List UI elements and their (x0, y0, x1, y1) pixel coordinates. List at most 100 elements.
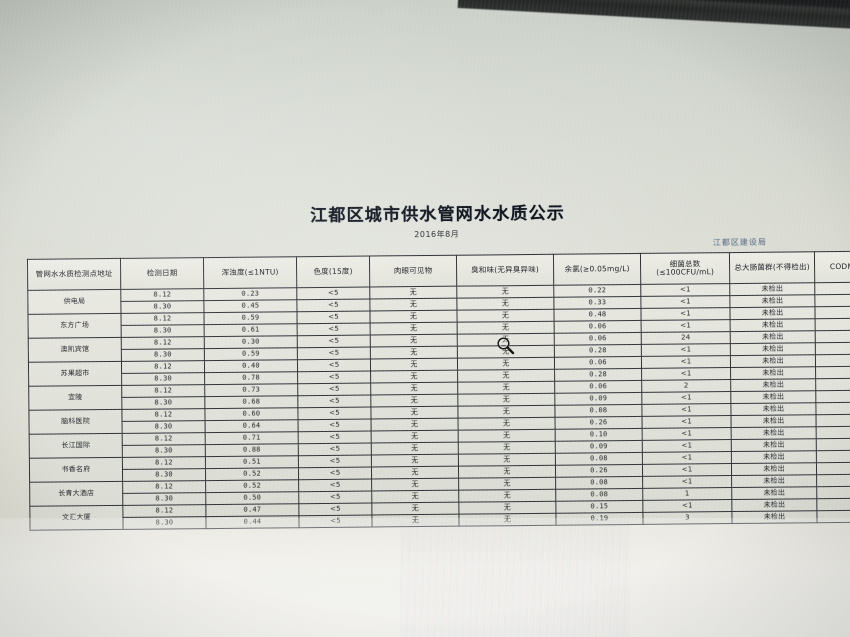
cell-turbidity: 0.59 (204, 347, 298, 361)
cell-address: 长江国际 (29, 433, 123, 459)
cell-total-coliform: 未检出 (729, 294, 815, 308)
cell-address: 东方广场 (27, 313, 122, 339)
cell-date: 8.12 (122, 504, 206, 518)
cell-date: 8.12 (122, 432, 206, 446)
cell-odor-taste: 无 (458, 465, 556, 479)
cell-total-coliform: 未检出 (730, 366, 816, 380)
cell-codmn: 1.2 (816, 461, 850, 475)
cell-odor-taste: 无 (458, 477, 556, 491)
cell-address: 苏果超市 (28, 361, 122, 387)
cell-bacteria-count: <1 (640, 295, 730, 309)
cell-residual-chlorine: 0.09 (555, 440, 643, 454)
cell-residual-chlorine: 0.06 (554, 332, 642, 346)
column-header-codmn: CODMn(≤3mg/L) (814, 250, 850, 283)
cell-odor-taste: 无 (458, 417, 556, 431)
cell-visible-matter: 无 (370, 346, 458, 360)
cell-codmn: 1.5 (815, 365, 850, 379)
cell-odor-taste: 无 (458, 453, 556, 467)
cell-codmn: 1.1 (815, 329, 850, 343)
cell-codmn: 1.4 (816, 509, 850, 523)
cell-odor-taste: 无 (458, 501, 556, 515)
cell-residual-chlorine: 0.08 (555, 488, 643, 502)
cell-turbidity: 0.30 (204, 335, 298, 349)
cell-codmn: 1.5 (816, 437, 850, 451)
cell-chroma: <5 (296, 287, 370, 300)
cell-total-coliform: 未检出 (730, 414, 817, 428)
cell-total-coliform: 未检出 (729, 282, 815, 296)
cell-bacteria-count: <1 (642, 463, 732, 477)
cell-address: 长青大酒店 (29, 481, 123, 507)
cell-residual-chlorine: 0.19 (555, 512, 644, 526)
cell-visible-matter: 无 (370, 394, 458, 408)
cell-date: 8.12 (120, 288, 204, 302)
cell-visible-matter: 无 (371, 418, 459, 432)
cell-odor-taste: 无 (457, 321, 555, 335)
cell-total-coliform: 未检出 (731, 426, 817, 440)
cell-residual-chlorine: 0.06 (554, 320, 642, 334)
cell-address: 脑科医院 (28, 409, 123, 435)
cell-visible-matter: 无 (371, 466, 459, 480)
cell-address: 供电局 (27, 289, 121, 315)
cell-codmn: 1.5 (816, 473, 850, 487)
cell-total-coliform: 未检出 (731, 486, 817, 500)
cell-address: 宜陵 (28, 385, 122, 411)
cell-residual-chlorine: 0.33 (553, 296, 641, 310)
column-header-total-coliform: 总大肠菌群(不得检出) (729, 251, 815, 284)
cell-address: 文汇大厦 (29, 505, 124, 531)
column-header-bacteria-count: 细菌总数(≤100CFU/mL) (640, 252, 730, 285)
cell-date: 8.30 (121, 324, 205, 338)
cell-date: 8.30 (120, 300, 204, 314)
cell-visible-matter: 无 (371, 430, 459, 444)
cell-date: 8.30 (122, 468, 206, 482)
cell-chroma: <5 (298, 479, 372, 492)
cell-residual-chlorine: 0.15 (555, 500, 643, 514)
cell-turbidity: 0.88 (205, 443, 299, 457)
cell-bacteria-count: <1 (641, 355, 731, 369)
cell-date: 8.12 (121, 408, 206, 422)
cell-odor-taste: 无 (458, 441, 556, 455)
cell-turbidity: 0.59 (203, 311, 298, 325)
cell-residual-chlorine: 0.26 (555, 416, 643, 430)
cell-turbidity: 0.44 (205, 515, 300, 529)
column-header-odor-taste: 臭和味(无异臭异味) (456, 254, 554, 287)
lower-screen-sheen (0, 518, 850, 637)
cell-bacteria-count: 1 (642, 487, 732, 501)
cell-total-coliform: 未检出 (729, 306, 816, 320)
cell-visible-matter: 无 (369, 310, 458, 324)
cell-chroma: <5 (298, 455, 372, 468)
cell-residual-chlorine: 0.48 (553, 308, 642, 322)
cell-turbidity: 0.71 (205, 431, 299, 445)
cell-residual-chlorine: 0.06 (554, 380, 642, 394)
cell-odor-taste: 无 (456, 309, 555, 323)
cell-visible-matter: 无 (369, 298, 457, 312)
cell-odor-taste: 无 (457, 357, 555, 371)
cell-residual-chlorine: 0.08 (555, 476, 643, 490)
screen-streaks (400, 520, 630, 637)
cell-visible-matter: 无 (370, 334, 458, 348)
cell-date: 8.12 (120, 312, 205, 326)
issuing-authority-stamp: 江都区建设局 (712, 237, 767, 248)
cell-odor-taste: 无 (456, 297, 554, 311)
cell-chroma: <5 (297, 407, 372, 420)
cell-turbidity: 0.78 (204, 371, 298, 385)
cell-total-coliform: 未检出 (731, 474, 817, 488)
cell-turbidity: 0.52 (205, 467, 299, 481)
cell-codmn: 1.3 (816, 485, 850, 499)
cell-date: 8.30 (122, 492, 206, 506)
cell-turbidity: 0.61 (204, 323, 298, 337)
cell-bacteria-count: <1 (641, 391, 731, 405)
cell-chroma: <5 (298, 491, 372, 504)
cell-total-coliform: 未检出 (730, 342, 816, 356)
cell-address: 澳凯宾馆 (28, 337, 122, 363)
cell-address: 书香名府 (29, 457, 123, 483)
cell-visible-matter: 无 (370, 370, 458, 384)
cell-chroma: <5 (298, 515, 373, 528)
cell-chroma: <5 (297, 347, 371, 360)
cell-total-coliform: 未检出 (730, 390, 816, 404)
water-quality-notice: 江都区城市供水管网水水质公示 2016年8月 江都区建设局 管网水水质检测点地址… (14, 196, 850, 534)
cell-date: 8.12 (122, 456, 206, 470)
cell-turbidity: 0.40 (204, 359, 298, 373)
cell-chroma: <5 (296, 311, 371, 324)
cell-visible-matter: 无 (370, 406, 459, 420)
